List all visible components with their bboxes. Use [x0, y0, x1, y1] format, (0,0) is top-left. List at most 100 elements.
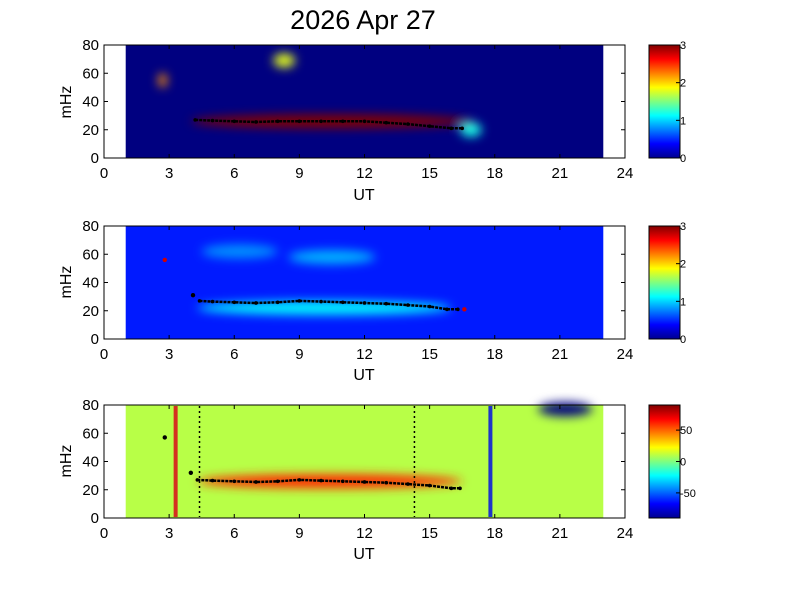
panel-3: 0 3 6 9 12 15 18 21 24 0 20 40 60 80 UT mHz 50 0 -50 — [58, 397, 696, 563]
x-tick-label: 9 — [295, 346, 303, 363]
y-tick-label: 80 — [82, 218, 99, 235]
panel-2-ylabel: mHz — [58, 266, 75, 299]
ridge-point — [458, 486, 462, 491]
panel-3-xlabel: UT — [353, 546, 375, 563]
ridge-point — [210, 118, 215, 123]
heatmap-feature — [460, 122, 482, 137]
ridge-point — [445, 307, 449, 312]
marker-point — [188, 470, 194, 475]
marker-point — [462, 307, 467, 312]
ridge-point — [275, 300, 280, 305]
x-tick-label: 24 — [617, 165, 634, 182]
colorbar-tick-label: 2 — [680, 78, 686, 90]
x-tick-label: 15 — [421, 346, 438, 363]
x-tick-label: 21 — [552, 165, 569, 182]
ridge-point — [254, 301, 258, 305]
panel-2-colorbar-ticks: 0 1 2 3 — [676, 221, 686, 346]
ridge-line — [197, 478, 460, 490]
y-tick-label: 20 — [82, 482, 99, 499]
x-tick-label: 6 — [230, 525, 238, 542]
y-tick-label: 60 — [82, 65, 99, 82]
x-tick-label: 21 — [552, 525, 569, 542]
y-tick-label: 0 — [91, 331, 99, 348]
ridge-point — [297, 119, 302, 124]
ridge-point — [319, 119, 323, 124]
x-tick-label: 18 — [486, 165, 503, 182]
marker-point — [162, 435, 167, 440]
ridge-point — [319, 478, 323, 483]
ridge-point — [297, 299, 302, 303]
panel-2-xlabel: UT — [353, 367, 375, 384]
colorbar-tick-label: 0 — [680, 334, 686, 346]
ridge-point — [254, 120, 258, 124]
x-tick-label: 3 — [165, 525, 173, 542]
ridge-point — [427, 483, 432, 488]
y-tick-label: 0 — [91, 510, 99, 527]
ridge-point — [427, 124, 432, 129]
heatmap-feature — [288, 250, 376, 265]
ridge-point — [384, 301, 389, 306]
panel-2-colorbar-gradient — [648, 225, 681, 340]
colorbar-tick-label: -50 — [680, 488, 696, 500]
ridge-point — [275, 479, 280, 484]
x-tick-label: 21 — [552, 346, 569, 363]
ridge-point — [449, 126, 454, 131]
x-tick-label: 6 — [230, 165, 238, 182]
heatmap-background — [125, 45, 604, 158]
panel-2-x-ticks: 0 3 6 9 12 15 18 21 24 — [100, 226, 634, 363]
panel-1-colorbar-ticks: 0 1 2 3 — [676, 40, 686, 165]
x-tick-label: 0 — [100, 346, 108, 363]
ridge-point — [406, 303, 410, 307]
ridge-point — [460, 126, 464, 131]
x-tick-label: 15 — [421, 165, 438, 182]
ridge-point — [362, 301, 367, 305]
marker-point — [162, 257, 167, 263]
colorbar-tick-label: 2 — [680, 259, 686, 271]
x-tick-label: 18 — [486, 346, 503, 363]
panel-2-y-ticks: 0 20 40 60 80 — [82, 218, 625, 348]
ridge-point — [297, 478, 302, 482]
x-tick-label: 24 — [617, 525, 634, 542]
ridge-point — [232, 479, 237, 484]
ridge-point — [427, 304, 432, 309]
x-tick-label: 24 — [617, 346, 634, 363]
colorbar-tick-label: 0 — [680, 153, 686, 165]
panel-1-colorbar: 0 1 2 3 — [648, 40, 686, 165]
colorbar-tick-label: 3 — [680, 221, 686, 233]
ridge-point — [362, 119, 367, 124]
x-tick-label: 12 — [356, 165, 373, 182]
y-tick-label: 0 — [91, 150, 99, 167]
y-tick-label: 40 — [82, 454, 99, 471]
panel-1-y-ticks: 0 20 40 60 80 — [82, 37, 625, 167]
ridge-point — [195, 478, 200, 482]
ridge-point — [232, 300, 237, 305]
figure-title: 2026 Apr 27 — [290, 5, 436, 35]
x-tick-label: 12 — [356, 525, 373, 542]
panel-2-colorbar: 0 1 2 3 — [648, 221, 686, 346]
ridge-point — [362, 480, 367, 484]
panel-3-colorbar-gradient — [648, 404, 681, 519]
panel-3-y-ticks: 0 20 40 60 80 — [82, 397, 625, 527]
y-tick-label: 60 — [82, 246, 99, 263]
x-tick-label: 18 — [486, 525, 503, 542]
panel-3-colorbar-ticks: 50 0 -50 — [676, 425, 696, 500]
x-tick-label: 6 — [230, 346, 238, 363]
colorbar-tick-label: 3 — [680, 40, 686, 52]
ridge-point — [340, 119, 345, 124]
y-tick-label: 20 — [82, 122, 99, 139]
x-tick-label: 0 — [100, 525, 108, 542]
heatmap-feature — [273, 53, 296, 68]
ridge-point — [384, 480, 389, 485]
ridge-line — [195, 118, 463, 130]
ridge-point — [406, 122, 410, 126]
ridge-point — [193, 118, 197, 122]
ridge-point — [254, 480, 258, 484]
y-tick-label: 40 — [82, 94, 99, 111]
heatmap-feature — [201, 244, 278, 259]
panel-3-heatmap — [125, 402, 604, 518]
panel-1-x-ticks: 0 3 6 9 12 15 18 21 24 — [100, 45, 634, 182]
y-tick-label: 20 — [82, 303, 99, 320]
colorbar-tick-label: 1 — [680, 115, 686, 127]
ridge-point — [406, 482, 410, 486]
